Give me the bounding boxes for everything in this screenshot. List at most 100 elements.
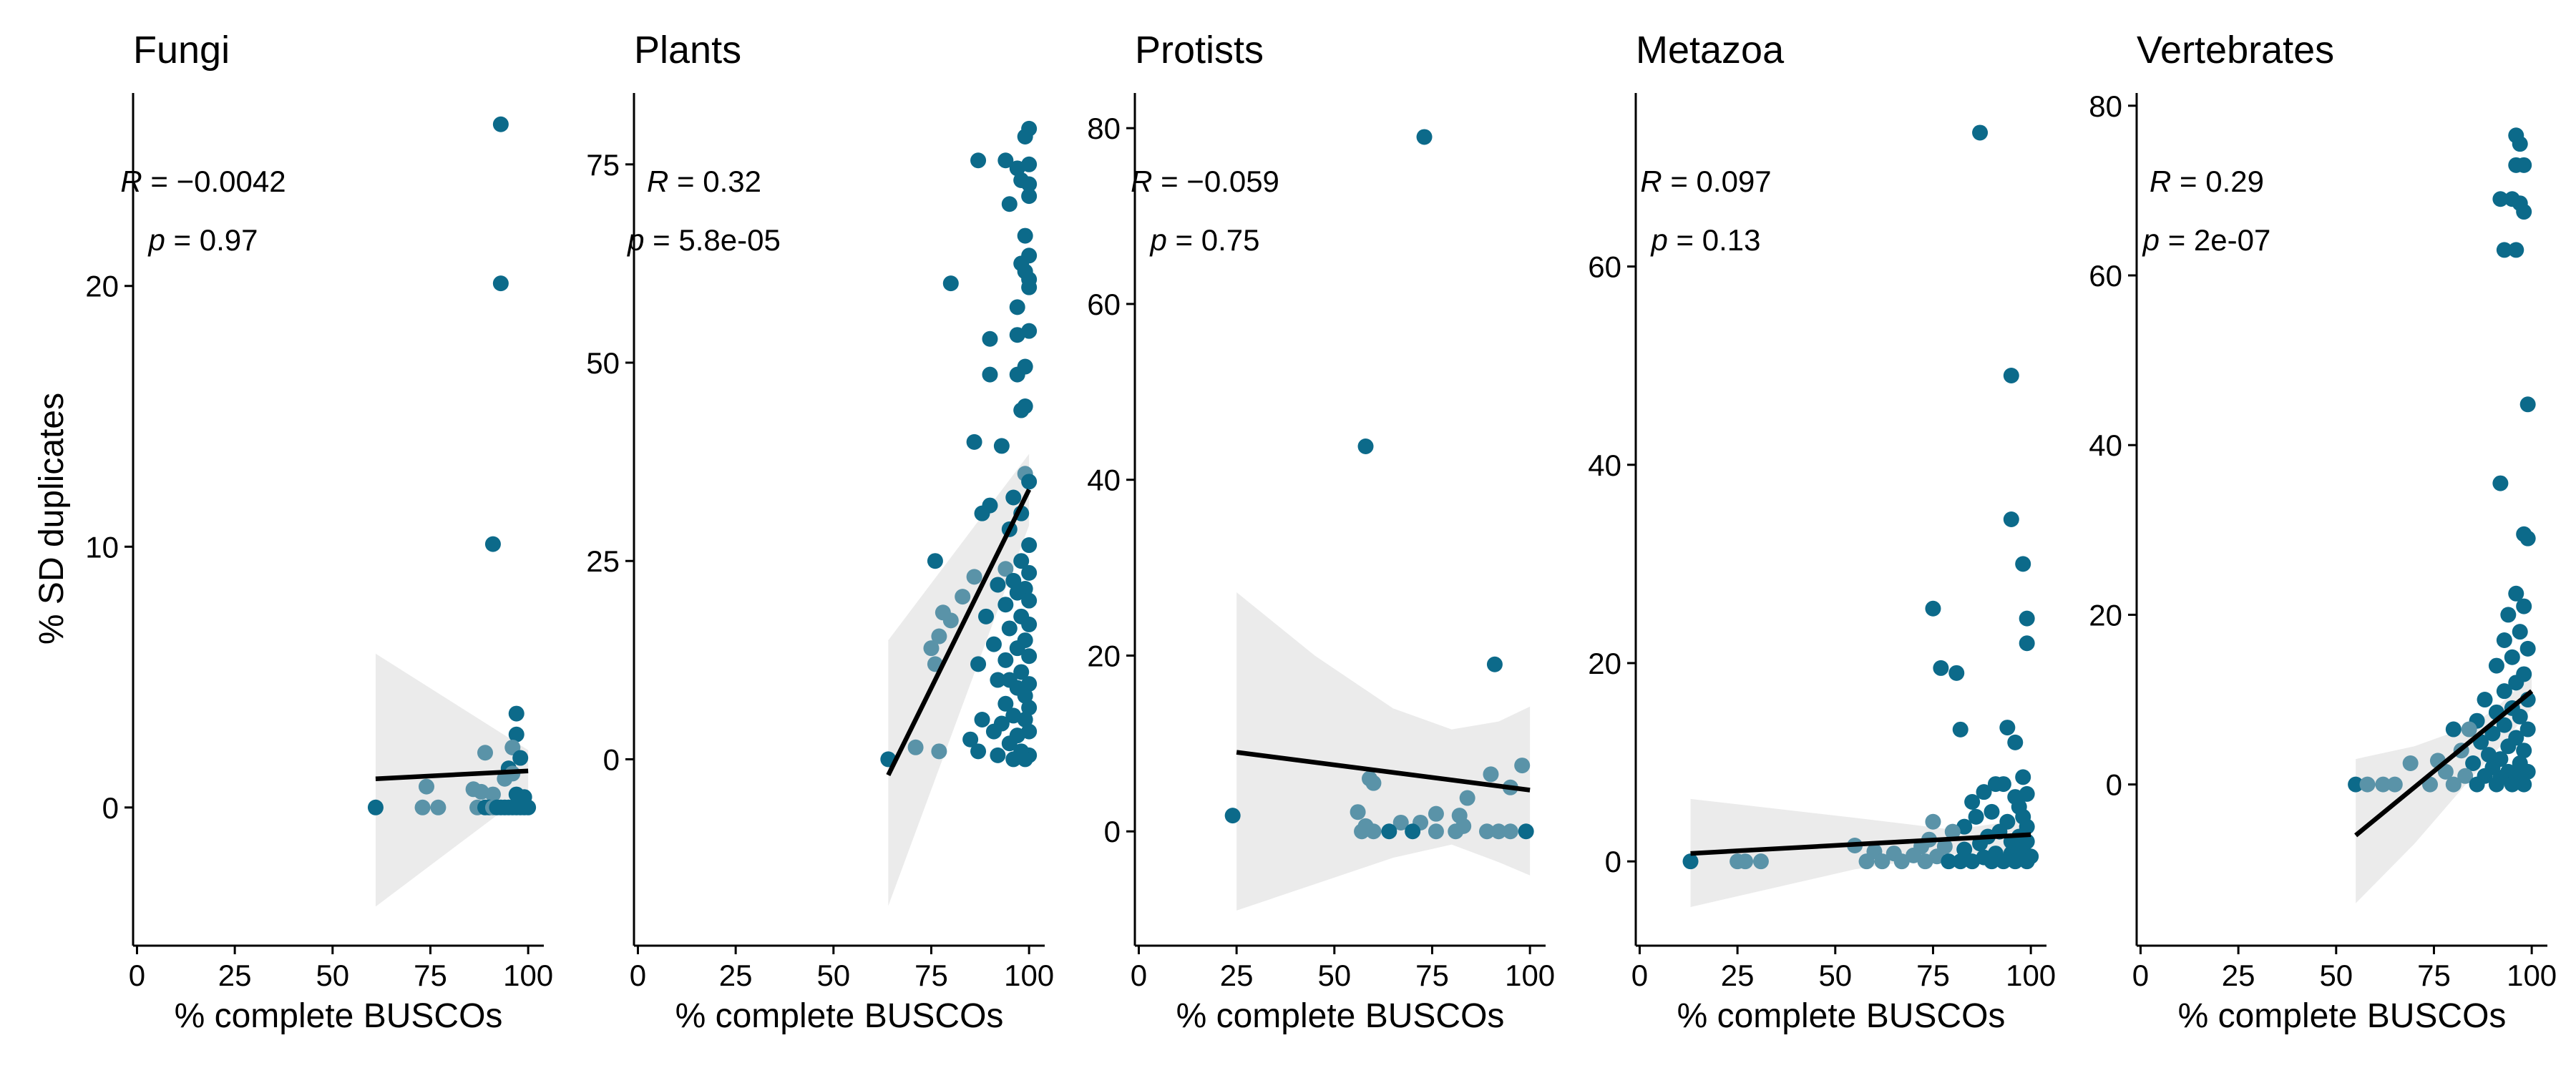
panel-plants-point-58 <box>1009 640 1025 657</box>
panel-plants-r-symbol: R <box>647 165 668 198</box>
panel-vertebrates-title: Vertebrates <box>2137 29 2334 72</box>
panel-vertebrates-x-axis-title: % complete BUSCOs <box>2178 997 2507 1035</box>
panel-fungi-point-2 <box>484 536 501 552</box>
panel-protists-p-stat: p = 0.75 <box>1149 223 1260 257</box>
panel-vertebrates-point-57 <box>2375 776 2391 793</box>
panel-protists-point-4 <box>1483 766 1499 783</box>
panel-plants-point-5 <box>1009 160 1025 177</box>
panel-protists-point-23 <box>1479 823 1495 840</box>
panel-metazoa-r-value: = 0.097 <box>1662 165 1772 198</box>
panel-vertebrates-y-tick-label-3: 60 <box>2089 259 2122 293</box>
panel-plants-point-69 <box>997 695 1014 712</box>
panel-metazoa-y-tick-label-2: 40 <box>1588 449 1621 482</box>
panel-metazoa-p-symbol: p <box>1650 223 1668 257</box>
panel-fungi-point-0 <box>492 116 509 132</box>
panel-vertebrates-point-15 <box>2516 598 2532 614</box>
panel-vertebrates-r-value: = 0.29 <box>2171 165 2264 198</box>
panel-protists: 0 20 40 60 80 0 25 50 75 100 Protists % complete BU… <box>1087 29 1555 1035</box>
panel-protists-title: Protists <box>1135 29 1264 72</box>
panel-vertebrates-x-tick-label-1: 25 <box>2222 959 2255 992</box>
panel-metazoa-point-52 <box>1858 853 1875 870</box>
panel-protists-point-13 <box>1392 814 1409 831</box>
panel-metazoa-r-stat: R = 0.097 <box>1640 165 1771 198</box>
panel-plants-point-23 <box>1009 366 1025 383</box>
panel-vertebrates-r-stat: R = 0.29 <box>2150 165 2264 198</box>
panel-metazoa-point-10 <box>1952 721 1968 738</box>
panel-vertebrates-y-tick-label-2: 40 <box>2089 428 2122 462</box>
panel-fungi-point-4 <box>508 726 525 743</box>
panel-vertebrates-x-tick-label-2: 50 <box>2319 959 2353 992</box>
panel-metazoa-x-tick-label-2: 50 <box>1818 959 1852 992</box>
panel-plants-point-45 <box>955 589 971 605</box>
panel-vertebrates-y-tick-label-1: 20 <box>2089 598 2122 632</box>
panel-metazoa-point-2 <box>2003 511 2019 527</box>
panel-metazoa-regression-line <box>1690 832 2031 856</box>
panel-metazoa-x-tick-label-0: 0 <box>1631 959 1648 992</box>
panel-fungi-x-tick-label-4: 100 <box>503 959 553 992</box>
panel-plants-point-30 <box>1005 489 1022 506</box>
panel-protists-y-tick-label-1: 20 <box>1087 639 1121 672</box>
panel-plants-y-tick-label-1: 25 <box>586 544 620 578</box>
panel-metazoa-y-tick-label-3: 60 <box>1588 250 1621 284</box>
panel-plants-point-2 <box>970 152 987 169</box>
panel-metazoa-x-tick-label-4: 100 <box>2006 959 2056 992</box>
panel-vertebrates-point-4 <box>2492 191 2509 207</box>
panel-plants-point-51 <box>942 612 959 629</box>
panel-fungi-point-1 <box>492 275 509 292</box>
panel-plants-point-60 <box>997 652 1014 668</box>
panel-protists-point-25 <box>1502 823 1518 840</box>
panel-vertebrates-x-tick-label-4: 100 <box>2507 959 2557 992</box>
panel-plants-point-15 <box>1021 279 1038 295</box>
panel-vertebrates-point-29 <box>2512 708 2528 725</box>
panel-metazoa-point-18 <box>1964 794 1981 810</box>
panel-metazoa-point-56 <box>1941 853 1957 870</box>
panel-plants-point-70 <box>1021 700 1038 716</box>
panel-plants-p-symbol: p <box>626 223 644 257</box>
panel-vertebrates-point-55 <box>2348 776 2364 793</box>
panel-vertebrates-y-tick-label-0: 0 <box>2106 768 2122 802</box>
panel-metazoa-x-tick-label-3: 75 <box>1916 959 1950 992</box>
panel-vertebrates-p-value: = 2e-07 <box>2160 223 2270 257</box>
panel-protists-point-6 <box>1365 775 1382 791</box>
panel-vertebrates-point-62 <box>2488 776 2504 793</box>
panel-protists-confidence-band <box>1236 592 1531 911</box>
panel-fungi-p-value: = 0.97 <box>165 223 258 257</box>
panel-metazoa-r-symbol: R <box>1640 165 1662 198</box>
panel-plants-regression-line <box>886 488 1032 777</box>
panel-plants-x-tick-label-0: 0 <box>630 959 646 992</box>
panel-fungi-regression-line <box>375 768 529 781</box>
panel-fungi-y-tick-label-1: 10 <box>85 530 119 564</box>
panel-protists-point-17 <box>1354 823 1370 840</box>
panel-metazoa-point-50 <box>1737 853 1754 870</box>
panel-plants-point-8 <box>1021 188 1038 205</box>
panel-vertebrates-point-1 <box>2512 136 2528 152</box>
panel-metazoa: 0 20 40 60 0 25 50 75 100 Metazoa % complete BUSCO… <box>1588 29 2056 1035</box>
panel-vertebrates-x-tick-label-0: 0 <box>2132 959 2149 992</box>
panel-protists-point-9 <box>1350 804 1366 820</box>
panel-metazoa-point-12 <box>2015 769 2031 785</box>
panel-fungi-r-value: = −0.0042 <box>142 165 286 198</box>
panel-plants-point-26 <box>966 433 982 450</box>
panel-vertebrates-point-9 <box>2508 242 2524 258</box>
panel-vertebrates-point-18 <box>2496 632 2512 649</box>
panel-fungi-y-tick-label-0: 0 <box>102 791 119 825</box>
panel-plants-point-38 <box>997 561 1014 577</box>
panel-vertebrates-point-14 <box>2508 585 2524 602</box>
panel-fungi-y-tick-label-2: 20 <box>85 270 119 303</box>
panel-vertebrates-point-19 <box>2519 640 2536 657</box>
panel-vertebrates-point-17 <box>2512 624 2528 640</box>
panel-protists-y-tick-label-0: 0 <box>1104 815 1121 848</box>
panel-protists-x-tick-label-4: 100 <box>1505 959 1555 992</box>
panel-metazoa-point-5 <box>2019 610 2035 627</box>
panel-plants-point-54 <box>931 628 947 645</box>
panel-protists-x-axis-title: % complete BUSCOs <box>1176 997 1505 1035</box>
panel-metazoa-point-59 <box>1984 853 2000 870</box>
panel-protists-x-tick-label-2: 50 <box>1317 959 1351 992</box>
panel-plants-point-19 <box>1009 327 1025 343</box>
panel-fungi-point-19 <box>430 799 447 815</box>
panel-plants-point-79 <box>1001 735 1018 752</box>
panel-metazoa-point-0 <box>1972 124 1989 141</box>
panel-vertebrates-p-symbol: p <box>2142 223 2160 257</box>
panel-metazoa-point-23 <box>1925 813 1941 830</box>
